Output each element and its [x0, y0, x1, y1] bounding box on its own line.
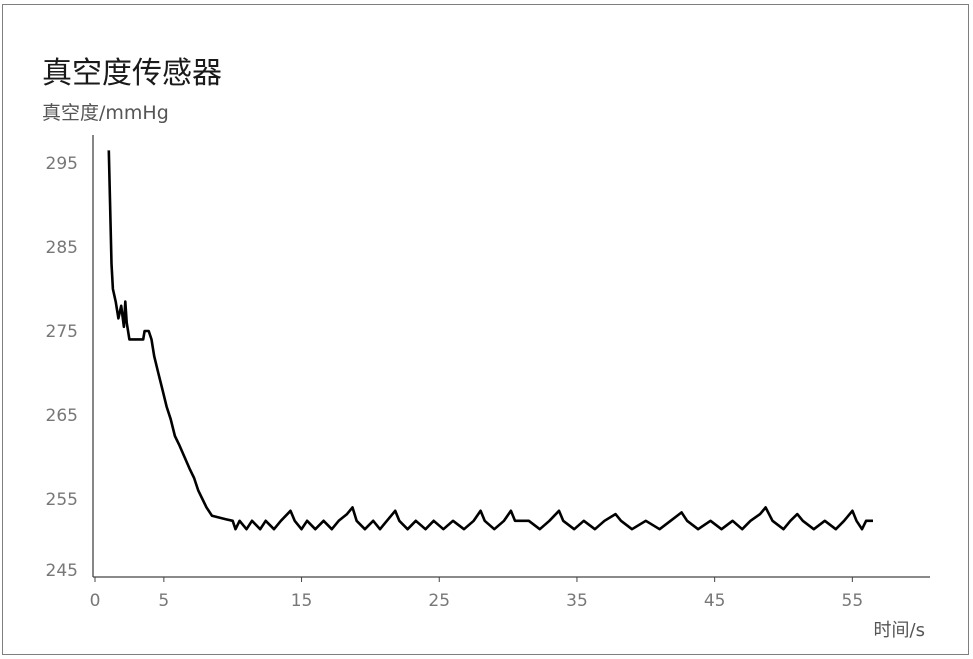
x-tick-label: 35	[566, 591, 588, 611]
chart-frame	[2, 4, 969, 655]
x-tick-label: 45	[704, 591, 726, 611]
y-tick-label: 295	[46, 154, 78, 174]
y-tick-label: 245	[46, 561, 78, 581]
y-axis-label: 真空度/mmHg	[42, 102, 169, 124]
y-tick-label: 275	[46, 322, 78, 342]
y-tick-label: 255	[46, 490, 78, 510]
x-tick-label: 0	[90, 591, 101, 611]
chart-title: 真空度传感器	[42, 56, 222, 91]
series-line-0	[107, 150, 873, 531]
x-tick-label: 55	[842, 591, 864, 611]
x-tick-label: 25	[428, 591, 450, 611]
x-tick-label: 15	[291, 591, 313, 611]
y-tick-label: 285	[46, 238, 78, 258]
x-tick-label: 5	[158, 591, 169, 611]
x-axis-label: 时间/s	[873, 620, 925, 641]
y-tick-label: 265	[46, 406, 78, 426]
